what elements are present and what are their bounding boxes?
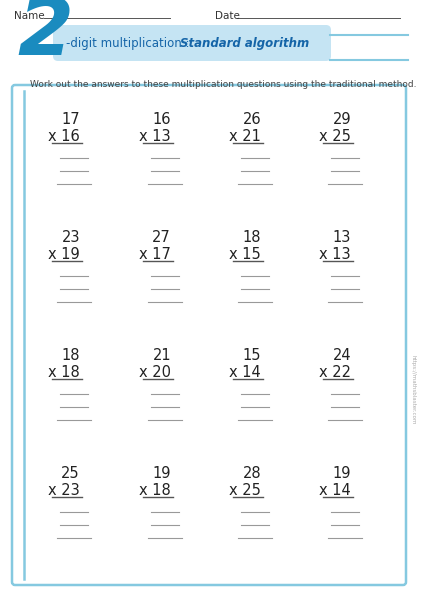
- Text: x 14: x 14: [319, 483, 351, 498]
- Text: x 21: x 21: [229, 129, 261, 144]
- Text: x 20: x 20: [139, 365, 171, 380]
- Text: 18: 18: [242, 230, 261, 245]
- Text: 23: 23: [61, 230, 80, 245]
- Text: 21: 21: [152, 348, 171, 363]
- Text: 19: 19: [333, 466, 351, 481]
- Text: 13: 13: [333, 230, 351, 245]
- Text: 27: 27: [152, 230, 171, 245]
- Text: x 23: x 23: [48, 483, 80, 498]
- Text: x 18: x 18: [139, 483, 171, 498]
- Text: 2: 2: [17, 0, 73, 72]
- Text: 29: 29: [332, 112, 351, 127]
- Text: x 13: x 13: [139, 129, 171, 144]
- Text: 15: 15: [242, 348, 261, 363]
- Text: x 15: x 15: [229, 247, 261, 262]
- Text: https://mathsblaster.com: https://mathsblaster.com: [410, 355, 416, 425]
- Text: -digit multiplication :: -digit multiplication :: [66, 36, 193, 49]
- Text: Date: Date: [215, 11, 240, 21]
- Text: x 14: x 14: [229, 365, 261, 380]
- Text: 19: 19: [152, 466, 171, 481]
- Text: x 16: x 16: [48, 129, 80, 144]
- FancyBboxPatch shape: [53, 25, 331, 61]
- Text: Name: Name: [14, 11, 45, 21]
- Text: x 19: x 19: [48, 247, 80, 262]
- Text: Work out the answers to these multiplication questions using the traditional met: Work out the answers to these multiplica…: [30, 80, 416, 89]
- Text: 25: 25: [61, 466, 80, 481]
- Text: x 17: x 17: [139, 247, 171, 262]
- Text: 24: 24: [332, 348, 351, 363]
- Text: x 13: x 13: [320, 247, 351, 262]
- Text: 18: 18: [61, 348, 80, 363]
- Text: x 22: x 22: [319, 365, 351, 380]
- Text: Standard algorithm: Standard algorithm: [180, 36, 309, 49]
- Text: 16: 16: [152, 112, 171, 127]
- Text: 26: 26: [242, 112, 261, 127]
- Text: 28: 28: [242, 466, 261, 481]
- Text: x 25: x 25: [229, 483, 261, 498]
- Text: x 18: x 18: [48, 365, 80, 380]
- FancyBboxPatch shape: [12, 85, 406, 585]
- Text: 17: 17: [61, 112, 80, 127]
- Text: x 25: x 25: [319, 129, 351, 144]
